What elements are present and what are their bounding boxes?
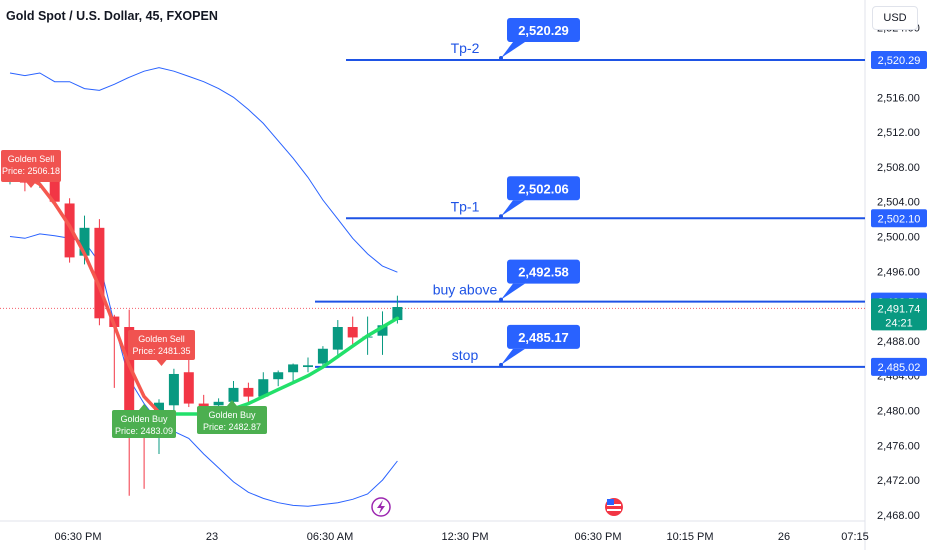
level-tag-anchor-stop — [499, 362, 503, 367]
current-price-badge — [871, 298, 927, 331]
price-tick-label: 2,508.00 — [877, 162, 920, 174]
time-tick-label: 06:30 PM — [574, 531, 621, 543]
candle-body — [347, 327, 358, 338]
candle-body — [273, 372, 284, 380]
band-upper-line — [9, 67, 398, 273]
candle-body — [124, 327, 135, 427]
current-price-value: 2,491.74 — [878, 303, 921, 315]
candle-body — [64, 203, 75, 258]
level-tag-pointer-tp-1 — [501, 200, 525, 217]
signal-box-buy — [197, 406, 267, 434]
price-tick-label: 2,468.00 — [877, 510, 920, 522]
price-axis-badge — [871, 51, 927, 69]
candle-body — [392, 306, 403, 321]
lightning-icon-bolt — [377, 500, 385, 514]
time-tick-label: 07:15 — [841, 531, 869, 543]
symbol-title: Gold Spot / U.S. Dollar, 45, FXOPEN — [6, 9, 218, 23]
candle-body — [258, 379, 269, 397]
level-tag-pointer-tp-2 — [501, 42, 525, 58]
price-axis-badge-value: 2,485.02 — [878, 362, 921, 374]
signal-box-sell — [1, 150, 61, 182]
current-price-countdown: 24:21 — [885, 317, 913, 329]
signal-title: Golden Sell — [8, 154, 55, 164]
candle-body — [332, 327, 343, 350]
signal-box-sell — [128, 330, 195, 360]
candle-body — [213, 401, 224, 406]
us-flag-icon — [605, 498, 623, 516]
currency-button[interactable]: USD — [872, 6, 918, 30]
price-tick-label: 2,476.00 — [877, 440, 920, 452]
price-tick-label: 2,512.00 — [877, 127, 920, 139]
time-tick-label: 26 — [778, 531, 790, 543]
level-tag-box-tp-2 — [507, 18, 580, 42]
candle-body — [303, 365, 313, 368]
price-tick-label: 2,488.00 — [877, 336, 920, 348]
time-tick-label: 12:30 PM — [441, 531, 488, 543]
level-tag-pointer-stop — [501, 348, 525, 365]
level-tag-pointer-buy-above — [501, 283, 525, 300]
level-tag-box-buy-above — [507, 259, 580, 284]
price-tick-label: 2,504.00 — [877, 197, 920, 209]
candle-body — [317, 348, 328, 364]
level-label-stop: stop — [452, 347, 479, 363]
price-tick-label: 2,480.00 — [877, 406, 920, 418]
time-tick-label: 06:30 PM — [54, 531, 101, 543]
us-flag-icon-stripe — [607, 509, 621, 511]
signal-pointer — [156, 360, 167, 366]
level-label-tp-1: Tp-1 — [451, 198, 480, 214]
price-axis-badge-value: 2,520.29 — [878, 55, 921, 67]
candle-body — [288, 364, 299, 373]
price-axis-badge-value: 2,502.10 — [878, 213, 921, 225]
lightning-icon — [371, 497, 391, 517]
candle-body — [49, 173, 60, 202]
price-tick-label: 2,516.00 — [877, 92, 920, 104]
level-tag-value-stop: 2,485.17 — [518, 330, 569, 345]
signal-detail: Price: 2481.35 — [132, 346, 190, 356]
price-axis-badge — [871, 357, 927, 376]
signal-detail: Price: 2506.18 — [2, 166, 60, 176]
moving-average-down — [8, 168, 161, 415]
signal-title: Golden Buy — [208, 410, 256, 420]
signal-detail: Price: 2483.09 — [115, 426, 173, 436]
time-tick-label: 23 — [206, 531, 218, 543]
level-tag-anchor-tp-1 — [499, 214, 503, 219]
signal-detail: Price: 2482.87 — [203, 422, 261, 432]
price-tick-label: 2,500.00 — [877, 232, 920, 244]
band-lower-line — [9, 233, 398, 507]
candle-body — [168, 373, 179, 406]
candle-body — [79, 227, 90, 256]
level-tag-anchor-buy-above — [499, 297, 503, 302]
time-tick-label: 06:30 AM — [307, 531, 353, 543]
signal-pointer — [139, 404, 149, 410]
level-tag-value-tp-1: 2,502.06 — [518, 181, 569, 196]
signal-pointer — [26, 182, 36, 188]
price-tick-label: 2,496.00 — [877, 266, 920, 278]
time-tick-label: 10:15 PM — [666, 531, 713, 543]
price-axis-badge — [871, 209, 927, 228]
level-tag-anchor-tp-2 — [499, 56, 503, 60]
level-label-buy-above: buy above — [433, 282, 498, 298]
us-flag-icon-canton — [607, 499, 614, 505]
candle-body — [94, 227, 105, 319]
signal-box-buy — [112, 410, 176, 438]
candle-body — [183, 372, 194, 404]
level-tag-box-tp-1 — [507, 176, 580, 201]
level-tag-value-tp-2: 2,520.29 — [518, 23, 569, 38]
candle-body — [228, 387, 239, 402]
level-tag-box-stop — [507, 324, 580, 349]
signal-title: Golden Sell — [138, 334, 185, 344]
signal-pointer — [227, 400, 237, 406]
price-tick-label: 2,472.00 — [877, 475, 920, 487]
candle-body — [377, 325, 388, 336]
level-label-tp-2: Tp-2 — [451, 40, 480, 56]
candle-body — [243, 387, 254, 397]
signal-title: Golden Buy — [120, 414, 168, 424]
level-tag-value-buy-above: 2,492.58 — [518, 265, 569, 280]
